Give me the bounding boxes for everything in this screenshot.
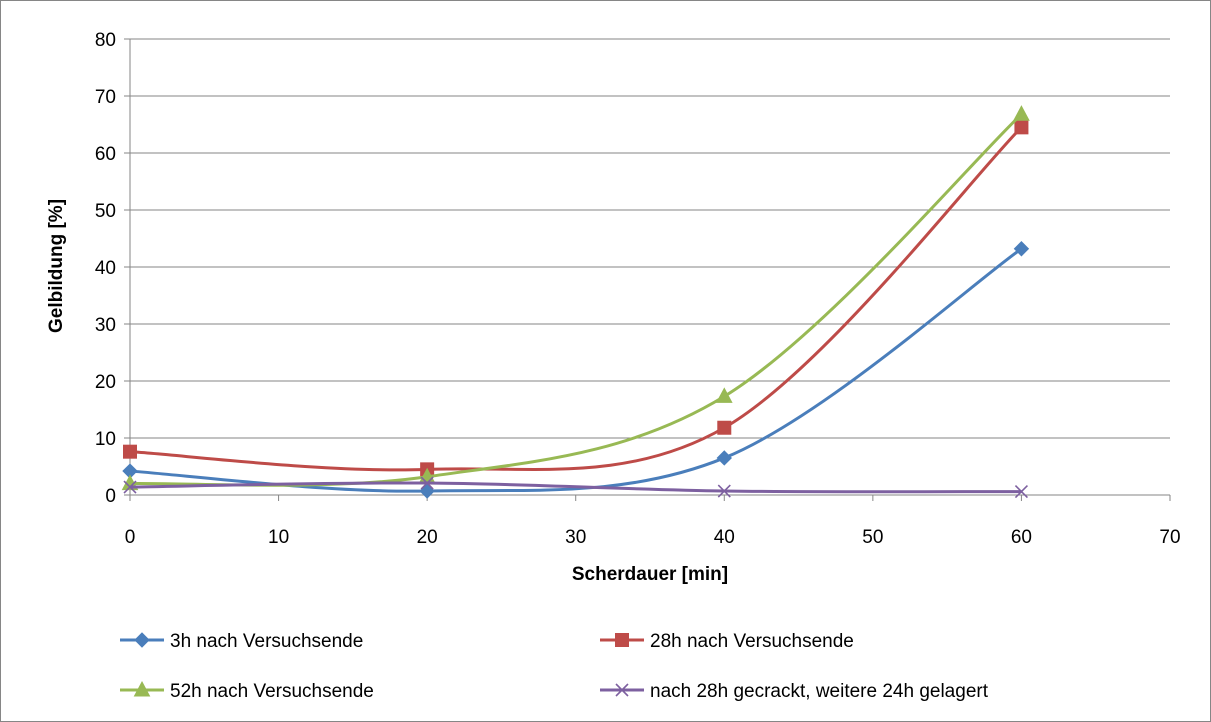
- series-line: [129, 126, 1023, 472]
- legend-marker: [615, 683, 629, 697]
- data-point: [1013, 105, 1030, 121]
- data-point: [419, 483, 435, 499]
- legend-marker: [133, 680, 151, 697]
- legend-label: 52h nach Versuchsende: [170, 681, 374, 702]
- series-lines: [121, 105, 1030, 499]
- y-tick-label: 0: [105, 486, 116, 507]
- series-4: [123, 476, 1028, 499]
- y-tick-label: 80: [95, 30, 116, 51]
- data-point: [1014, 120, 1029, 135]
- x-tick-label: 50: [862, 527, 883, 548]
- data-point: [123, 444, 137, 459]
- legend-label: 28h nach Versuchsende: [650, 631, 854, 652]
- series-3: [121, 105, 1030, 491]
- x-tick-labels: 0 10 20 30 40 50 60 70: [125, 527, 1181, 548]
- data-point: [420, 476, 434, 490]
- y-tick-labels: 0 10 20 30 40 50 60 70 80: [95, 30, 116, 507]
- legend-marker: [615, 633, 629, 647]
- x-axis-title: Scherdauer [min]: [572, 564, 728, 585]
- series-line: [129, 113, 1023, 487]
- legend-label: 3h nach Versuchsende: [170, 631, 363, 652]
- y-tick-label: 10: [95, 429, 116, 450]
- x-tick-label: 20: [417, 527, 438, 548]
- series-2: [123, 120, 1029, 477]
- data-point: [123, 480, 137, 494]
- legend-item: 3h nach Versuchsende: [120, 631, 363, 652]
- y-axis-title: Gelbildung [%]: [46, 199, 67, 333]
- y-tick-label: 30: [95, 315, 116, 336]
- legend-label: nach 28h gecrackt, weitere 24h gelagert: [650, 681, 989, 702]
- x-tick-label: 40: [714, 527, 735, 548]
- x-tick-label: 0: [125, 527, 136, 548]
- x-tick-label: 10: [268, 527, 289, 548]
- y-tick-label: 40: [95, 258, 116, 279]
- legend-item: 52h nach Versuchsende: [120, 680, 374, 702]
- gridlines: [124, 38, 1170, 496]
- data-point: [716, 450, 732, 466]
- legend-item: 28h nach Versuchsende: [600, 631, 854, 652]
- data-point: [1014, 485, 1028, 499]
- data-point: [715, 387, 733, 403]
- y-tick-label: 50: [95, 201, 116, 222]
- legend: 3h nach Versuchsende 28h nach Versuchsend…: [120, 631, 989, 702]
- series-1: [122, 241, 1030, 499]
- data-point: [717, 484, 731, 498]
- x-tick-label: 70: [1159, 527, 1180, 548]
- axes: [129, 39, 1171, 501]
- data-point: [717, 420, 732, 435]
- x-tick-label: 60: [1011, 527, 1032, 548]
- y-tick-label: 60: [95, 144, 116, 165]
- series-line: [129, 481, 1022, 494]
- data-point: [1013, 241, 1030, 257]
- x-tick-label: 30: [565, 527, 586, 548]
- y-tick-label: 20: [95, 372, 116, 393]
- y-tick-label: 70: [95, 87, 116, 108]
- legend-marker: [134, 632, 150, 648]
- legend-item: nach 28h gecrackt, weitere 24h gelagert: [600, 681, 989, 702]
